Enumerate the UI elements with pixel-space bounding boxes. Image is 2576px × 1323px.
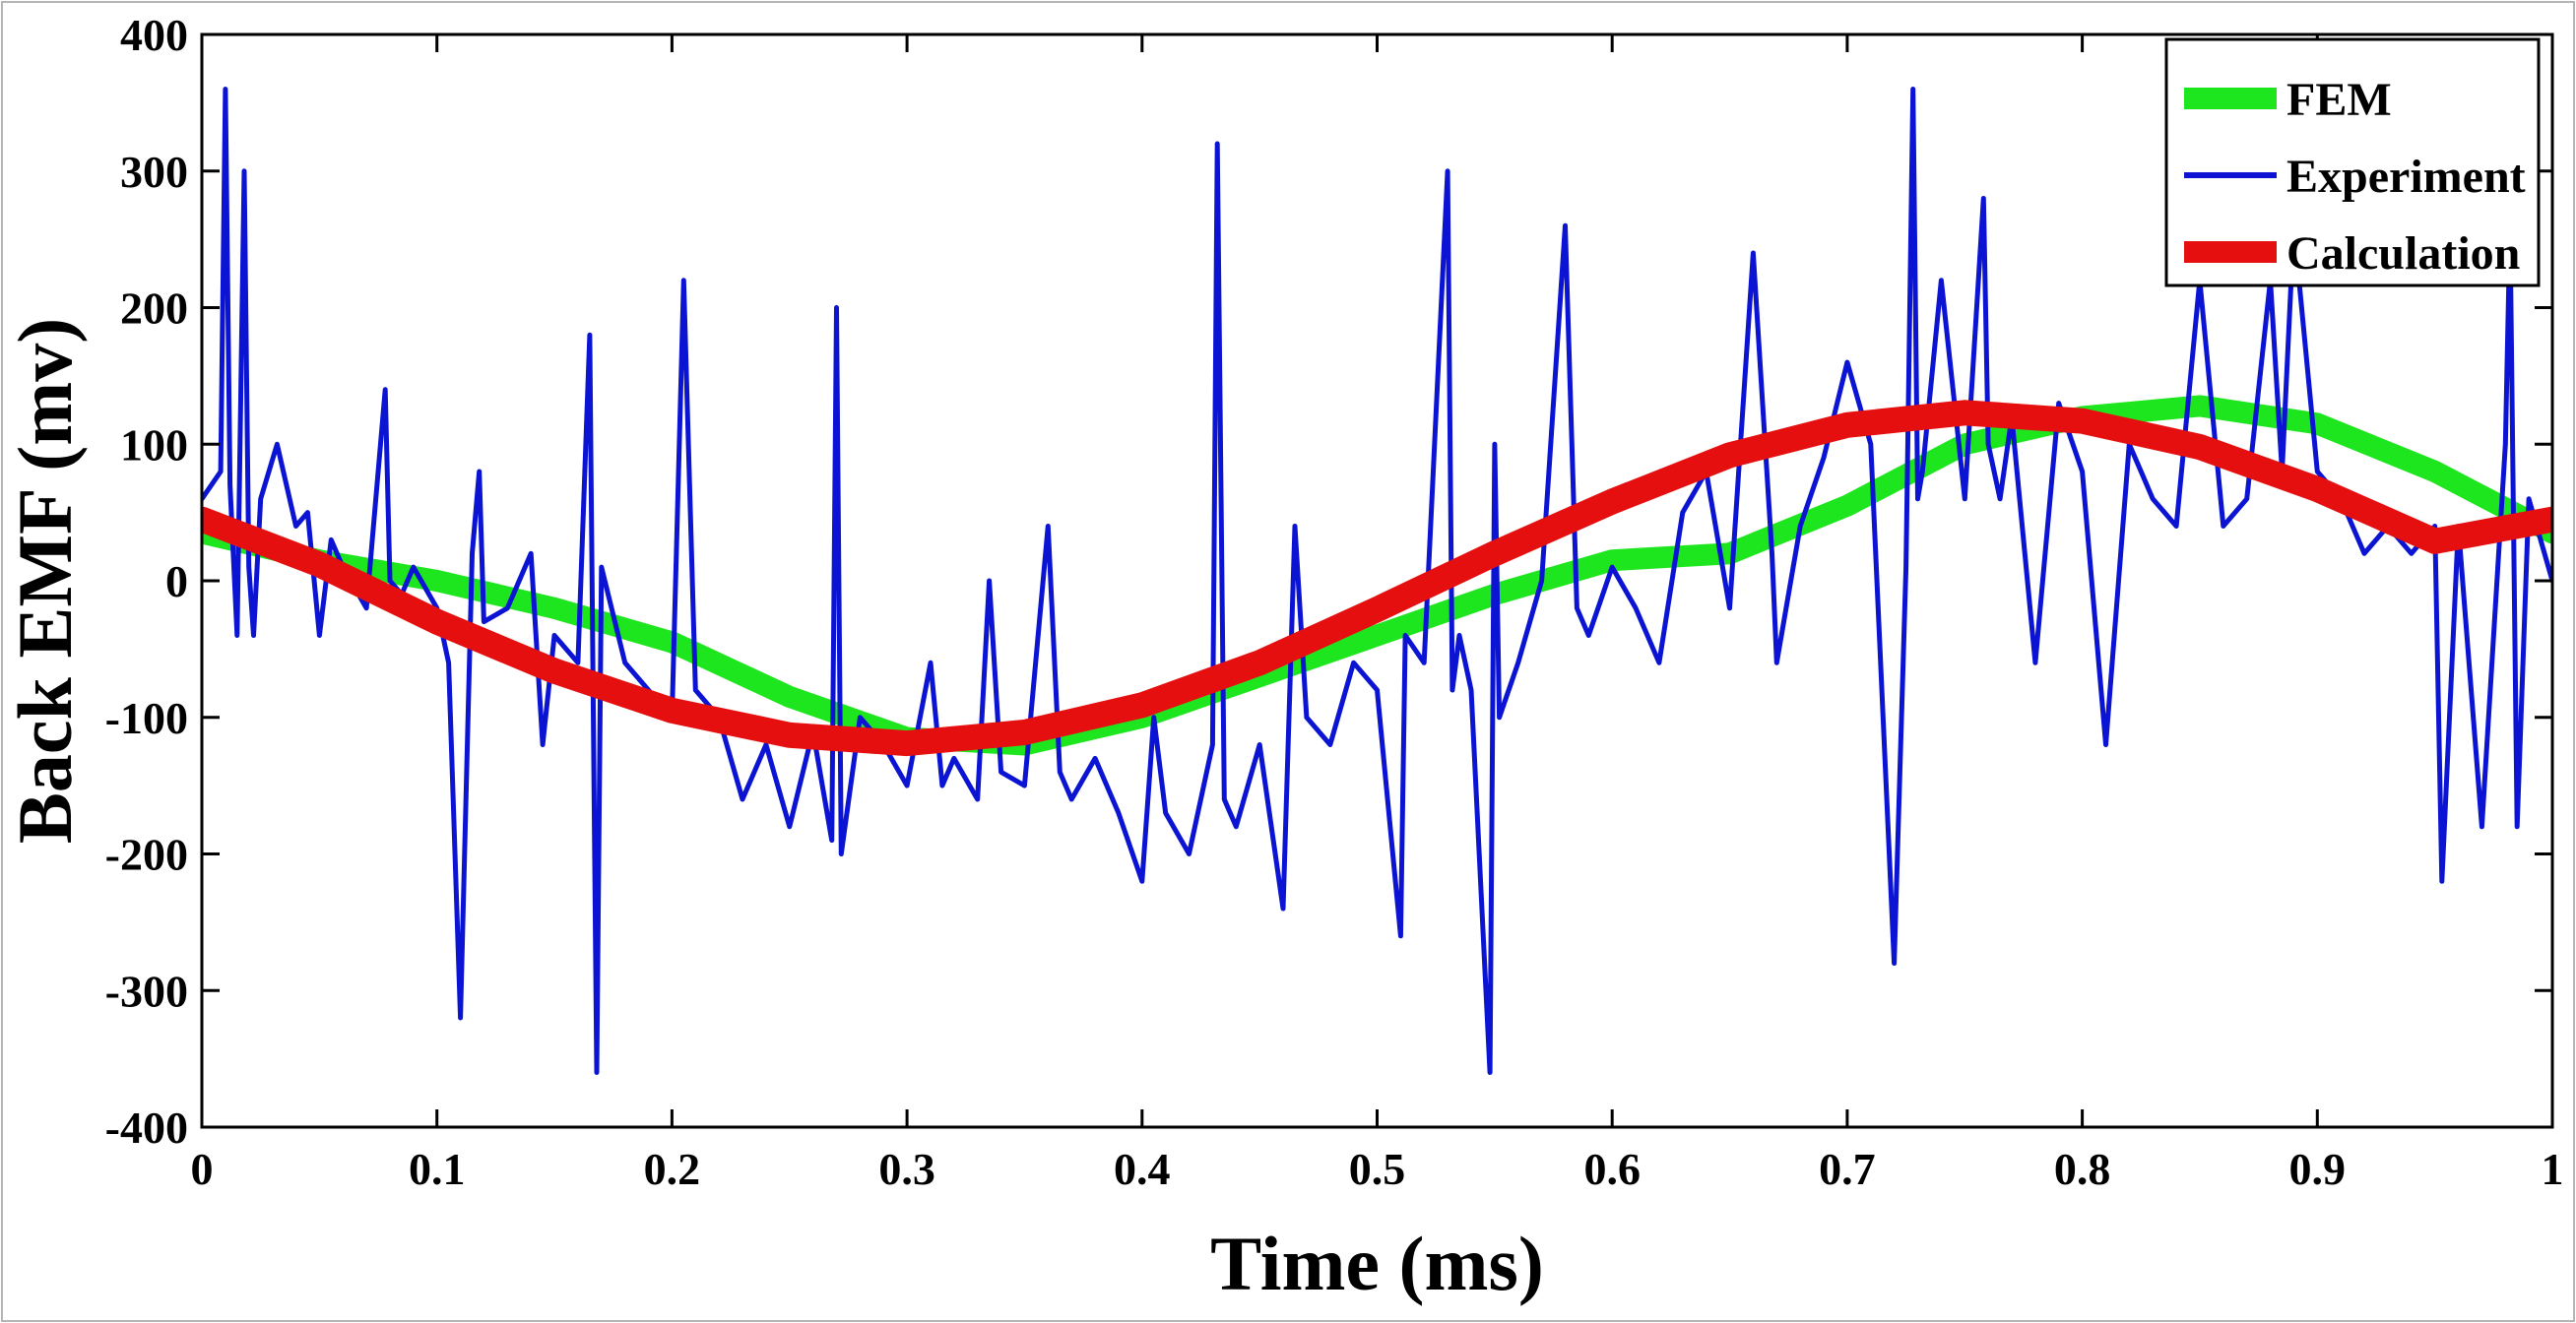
y-tick-label: -200 <box>105 830 188 880</box>
x-tick-label: 0 <box>191 1144 214 1194</box>
series-layer <box>202 87 2552 1075</box>
y-tick-label: 300 <box>120 147 188 197</box>
y-tick-label: 100 <box>120 419 188 470</box>
x-tick-label: 0.2 <box>644 1144 701 1194</box>
x-axis: 0 0.1 0.2 0.3 0.4 0.5 0.6 0.7 0.8 0.9 1 <box>191 34 2564 1194</box>
x-tick-label: 0.5 <box>1349 1144 1406 1194</box>
series-line-calculation <box>202 400 2552 757</box>
y-tick-label: 0 <box>165 556 188 606</box>
legend-label-calculation: Calculation <box>2286 227 2520 280</box>
x-tick-label: 0.7 <box>1819 1144 1876 1194</box>
x-axis-title: Time (ms) <box>1210 1221 1544 1306</box>
x-tick-label: 0.1 <box>409 1144 466 1194</box>
series-line-experiment <box>202 87 2552 1075</box>
x-tick-label: 0.6 <box>1583 1144 1641 1194</box>
x-tick-label: 0.9 <box>2289 1144 2347 1194</box>
y-tick-label: -300 <box>105 966 188 1016</box>
y-tick-label: 400 <box>120 10 188 60</box>
legend-label-fem: FEM <box>2286 74 2392 126</box>
legend: FEM Experiment Calculation <box>2164 37 2541 287</box>
y-axis: 400 300 200 100 0 -100 -200 -300 -400 <box>105 10 2552 1153</box>
x-tick-label: 0.8 <box>2054 1144 2111 1194</box>
legend-label-experiment: Experiment <box>2286 151 2526 203</box>
y-tick-label: 200 <box>120 284 188 334</box>
y-tick-label: -400 <box>105 1102 188 1153</box>
x-tick-label: 0.3 <box>878 1144 935 1194</box>
x-tick-label: 0.4 <box>1114 1144 1171 1194</box>
y-tick-label: -100 <box>105 693 188 743</box>
y-axis-title: Back EMF (mv) <box>2 318 88 844</box>
x-tick-label: 1 <box>2542 1144 2564 1194</box>
